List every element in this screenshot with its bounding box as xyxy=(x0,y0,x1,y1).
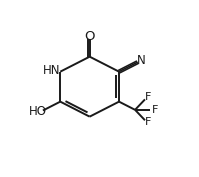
Text: HN: HN xyxy=(43,64,60,77)
Text: F: F xyxy=(145,117,151,127)
Text: O: O xyxy=(84,30,95,43)
Text: F: F xyxy=(152,105,158,115)
Text: N: N xyxy=(137,54,146,67)
Text: F: F xyxy=(145,92,151,102)
Text: HO: HO xyxy=(29,105,47,118)
